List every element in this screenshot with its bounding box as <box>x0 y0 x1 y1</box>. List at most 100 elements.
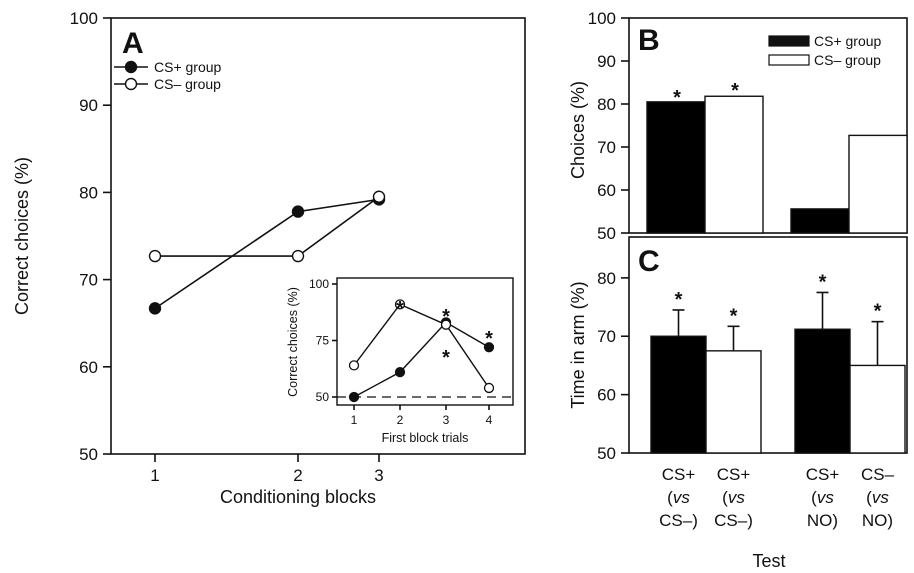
panel-c-y-tick-label: 70 <box>597 327 616 346</box>
inset-x-tick-label: 1 <box>351 413 358 427</box>
inset-y-tick-label: 50 <box>316 390 330 404</box>
legend-label-cs-minus: CS– group <box>154 76 221 92</box>
inset-point-cs-minus <box>440 319 452 330</box>
panel-c-bar <box>705 350 762 454</box>
panel-b-letter: B <box>638 24 660 57</box>
panel-b-y-tick-label: 100 <box>588 9 616 28</box>
panel-c-x-tick-label: CS–) <box>714 511 753 530</box>
panel-b-bar <box>790 208 850 234</box>
panel-b-bar <box>848 134 908 234</box>
panel-a-y-axis-title: Correct choices (%) <box>12 157 32 315</box>
inset-point-cs-minus <box>483 382 495 394</box>
panel-c-frame <box>628 236 908 454</box>
panel-b-y-tick-label: 90 <box>597 52 616 71</box>
panel-c-x-tick-label: CS+ <box>662 465 696 484</box>
inset-x-ticks: 1 2 3 4 <box>351 405 493 427</box>
panel-a-x-axis-title: Conditioning blocks <box>220 487 376 507</box>
panel-b-y-tick-label: 80 <box>597 95 616 114</box>
legend-swatch-cs-plus <box>768 35 810 47</box>
panel-a-y-tick-label: 60 <box>79 358 98 377</box>
panel-a-point-cs-plus <box>148 302 162 315</box>
panel-b-legend: CS+ group CS– group <box>768 33 882 68</box>
inset-star-3: * <box>442 347 450 369</box>
panel-a-inset: 50 75 100 1 2 3 4 Correct choices (%) First b… <box>286 277 514 445</box>
legend-marker-cs-minus <box>124 77 138 91</box>
panel-b-y-ticks: 50 60 70 80 90 100 <box>588 9 629 243</box>
panel-b-bar <box>646 101 706 234</box>
inset-point-cs-plus <box>483 342 495 353</box>
panel-b-y-tick-label: 50 <box>597 224 616 243</box>
panel-c-letter: C <box>638 245 660 278</box>
panel-a-series <box>148 190 386 315</box>
panel-a-series-line-cs-minus <box>155 196 380 257</box>
panel-c-y-tick-label: 60 <box>597 386 616 405</box>
panel-c-star: * <box>675 289 683 311</box>
inset-point-cs-minus <box>348 360 360 371</box>
panel-c-bar <box>849 364 906 454</box>
inset-series <box>348 299 495 403</box>
inset-y-tick-label: 75 <box>316 334 330 348</box>
panel-b-y-tick-label: 60 <box>597 181 616 200</box>
panel-a-y-tick-label: 70 <box>79 271 98 290</box>
panel-c-x-tick-label: (vs <box>866 488 889 507</box>
panel-a-point-cs-plus <box>291 205 305 218</box>
panel-c-x-tick-label: (vs <box>667 488 690 507</box>
panel-a-x-tick-label: 1 <box>150 466 159 485</box>
panel-a-y-tick-label: 100 <box>70 9 98 28</box>
panel-b-star-2: * <box>731 80 739 102</box>
panel-a-y-tick-label: 80 <box>79 183 98 202</box>
inset-series-line-cs-plus <box>353 321 490 398</box>
panel-a-y-tick-label: 50 <box>79 445 98 464</box>
inset-star-4: * <box>485 328 493 350</box>
panel-a-x-tick-label: 2 <box>293 466 302 485</box>
panel-c-x-tick-label: CS– <box>861 465 895 484</box>
inset-frame <box>336 277 514 406</box>
panel-a-point-cs-minus <box>291 249 305 263</box>
inset-x-tick-label: 2 <box>397 413 404 427</box>
inset-star-1: * <box>396 298 404 320</box>
panel-c-x-tick-label: (vs <box>811 488 834 507</box>
panel-c-y-tick-label: 80 <box>597 269 616 288</box>
inset-y-tick-label: 100 <box>309 277 329 291</box>
panel-c-y-ticks: 50 60 70 80 <box>597 269 629 463</box>
panel-c-x-axis-title: Test <box>752 551 785 571</box>
panel-c-bar <box>794 328 851 454</box>
panel-a-point-cs-minus <box>372 190 386 203</box>
legend-swatch-cs-minus <box>768 54 810 66</box>
legend-marker-cs-plus <box>124 60 138 74</box>
panel-c-x-tick-label: CS+ <box>717 465 751 484</box>
panel-b-y-axis-title: Choices (%) <box>568 81 588 179</box>
panel-b-bars <box>646 95 908 234</box>
inset-star-2: * <box>442 306 450 328</box>
panel-a-point-cs-minus <box>148 249 162 263</box>
legend-label-b-cs-minus: CS– group <box>814 52 881 68</box>
inset-significance: * * * * <box>396 298 493 369</box>
panel-c-x-tick-label: CS+ <box>806 465 840 484</box>
panel-a-y-tick-label: 90 <box>79 96 98 115</box>
panel-a-x-tick-label: 3 <box>374 466 383 485</box>
inset-point-cs-plus <box>394 366 406 378</box>
panel-b-star-1: * <box>673 87 681 109</box>
panel-c-y-tick-label: 50 <box>597 444 616 463</box>
inset-x-axis-title: First block trials <box>382 431 469 445</box>
panel-c-x-tick-label: NO) <box>807 511 838 530</box>
panel-c-x-tick-label: (vs <box>722 488 745 507</box>
panel-a-y-ticks: 50 60 70 80 90 100 <box>70 9 111 464</box>
inset-x-tick-label: 3 <box>443 413 450 427</box>
panel-b-y-tick-label: 70 <box>597 138 616 157</box>
panel-c-star: * <box>819 271 827 293</box>
legend-label-b-cs-plus: CS+ group <box>814 33 882 49</box>
legend-label-cs-plus: CS+ group <box>154 59 222 75</box>
panel-b: 50 60 70 80 90 100 Choices (%) B CS+ group CS… <box>568 9 908 243</box>
panel-c-star: * <box>730 305 738 327</box>
panel-a-legend: CS+ group CS– group <box>114 59 222 92</box>
inset-series-line-cs-minus <box>353 303 490 389</box>
inset-point-cs-plus <box>348 391 360 403</box>
inset-y-ticks: 50 75 100 <box>309 277 337 404</box>
inset-y-axis-title: Correct choices (%) <box>286 287 300 397</box>
panel-a-letter: A <box>122 27 144 60</box>
panel-c-y-axis-title: Time in arm (%) <box>568 281 588 408</box>
panel-c-x-tick-label: CS–) <box>659 511 698 530</box>
panel-b-bar <box>704 95 764 234</box>
